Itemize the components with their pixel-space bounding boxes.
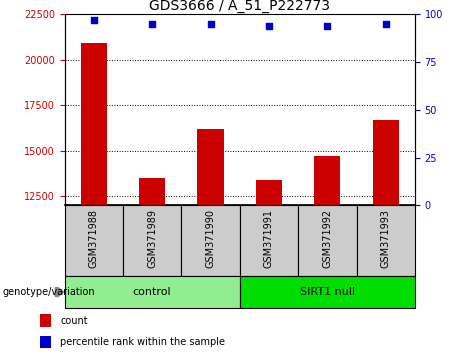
Bar	[314, 156, 340, 205]
Point	[90, 17, 97, 23]
Bar	[40, 336, 51, 348]
Text: SIRT1 null: SIRT1 null	[300, 287, 355, 297]
Text: control: control	[133, 287, 171, 297]
Bar	[372, 120, 399, 205]
Text: GSM371988: GSM371988	[89, 209, 99, 268]
Point	[265, 23, 272, 28]
Bar	[240, 205, 298, 276]
Bar	[81, 43, 107, 205]
Point	[324, 23, 331, 28]
Text: GSM371990: GSM371990	[206, 209, 216, 268]
Bar	[298, 205, 356, 276]
Text: GSM371991: GSM371991	[264, 209, 274, 268]
Bar	[240, 276, 415, 308]
Bar	[65, 205, 123, 276]
Text: percentile rank within the sample: percentile rank within the sample	[60, 337, 225, 347]
Text: count: count	[60, 316, 88, 326]
Title: GDS3666 / A_51_P222773: GDS3666 / A_51_P222773	[149, 0, 330, 13]
Bar	[65, 276, 240, 308]
Text: GSM371993: GSM371993	[381, 209, 391, 268]
Bar	[256, 180, 282, 205]
Text: GSM371992: GSM371992	[322, 209, 332, 268]
Point	[382, 21, 390, 27]
Point	[148, 21, 156, 27]
Bar	[139, 178, 165, 205]
Text: genotype/variation: genotype/variation	[2, 287, 95, 297]
Text: GSM371989: GSM371989	[147, 209, 157, 268]
Bar	[181, 205, 240, 276]
Point	[207, 21, 214, 27]
Bar	[40, 314, 51, 327]
Bar	[197, 129, 224, 205]
Bar	[123, 205, 181, 276]
Bar	[356, 205, 415, 276]
